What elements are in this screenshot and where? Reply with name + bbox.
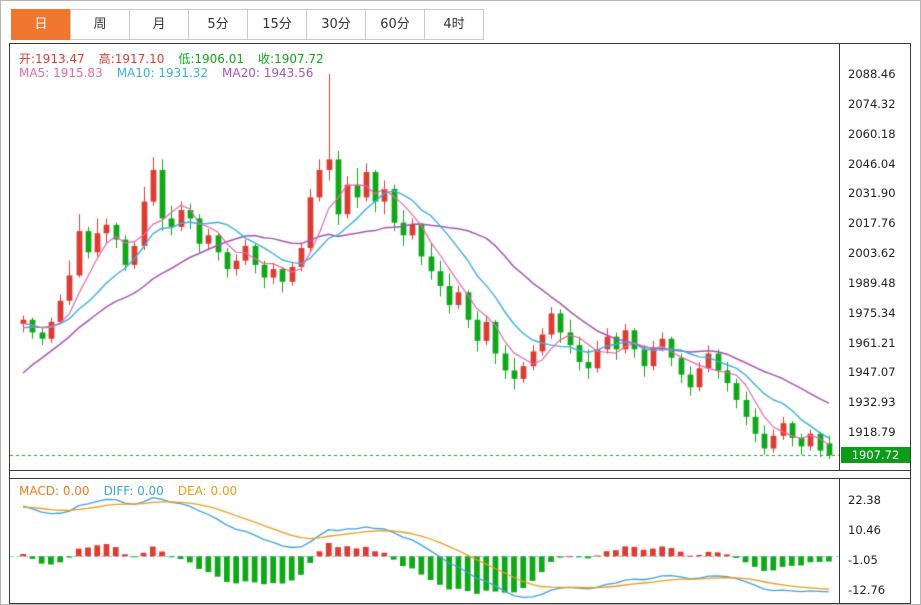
- price-axis-label: 2031.90: [848, 186, 896, 201]
- price-axis: 2088.46 2074.32 2060.18 2046.04 2031.90 …: [840, 44, 911, 471]
- chart-block: 开:1913.47 高:1917.10 低:1906.01 收:1907.72 MA5…: [9, 43, 911, 604]
- timeframe-tabs: 日 周 月 5分 15分 30分 60分 4时: [11, 9, 484, 40]
- macd-label: MACD:: [19, 484, 60, 498]
- open-value: 1913.47: [35, 52, 85, 66]
- diff-value: 0.00: [137, 484, 164, 498]
- price-axis-label: 1961.21: [848, 335, 896, 350]
- tab-month[interactable]: 月: [129, 9, 189, 40]
- ohlc-readout: 开:1913.47 高:1917.10 低:1906.01 收:1907.72: [19, 50, 338, 67]
- price-axis-label: 2088.46: [848, 67, 896, 81]
- macd-axis-label: -12.76: [848, 583, 886, 597]
- price-axis-label: 2046.04: [848, 156, 896, 171]
- macd-canvas[interactable]: [10, 480, 839, 604]
- ma20-value: 1943.56: [263, 66, 314, 80]
- price-axis-label: 2017.76: [848, 216, 896, 231]
- tab-15min[interactable]: 15分: [247, 9, 307, 40]
- macd-axis-label: -1.05: [848, 553, 878, 567]
- ma10-label: MA10:: [116, 66, 155, 80]
- close-value: 1907.72: [274, 52, 324, 66]
- macd-axis: 22.38 10.46 -1.05 -12.76: [840, 478, 911, 604]
- last-price-badge: 1907.72: [841, 447, 910, 464]
- ma-readout: MA5: 1915.83 MA10: 1931.32 MA20: 1943.56: [19, 66, 327, 80]
- macd-area[interactable]: MACD: 0.00 DIFF: 0.00 DEA: 0.00: [10, 478, 840, 604]
- tab-4hour[interactable]: 4时: [424, 9, 484, 40]
- low-value: 1906.01: [194, 52, 245, 66]
- ma10-value: 1931.32: [158, 66, 209, 80]
- macd-value: 0.00: [62, 484, 90, 498]
- ma5-label: MA5:: [19, 66, 50, 80]
- price-axis-label: 1975.34: [848, 305, 896, 320]
- tab-week[interactable]: 周: [70, 9, 130, 40]
- price-axis-label: 2060.18: [848, 126, 896, 141]
- close-label: 收:: [258, 52, 275, 66]
- price-axis-label: 1932.93: [848, 395, 896, 410]
- tab-60min[interactable]: 60分: [365, 9, 425, 40]
- dea-label: DEA:: [177, 484, 207, 498]
- candlestick-canvas[interactable]: [10, 44, 839, 470]
- price-axis-label: 1947.07: [848, 365, 896, 380]
- main-chart-area[interactable]: 开:1913.47 高:1917.10 低:1906.01 收:1907.72 MA5…: [10, 44, 840, 471]
- ma20-label: MA20:: [222, 66, 260, 80]
- open-label: 开:: [19, 52, 36, 66]
- low-label: 低:: [178, 52, 195, 66]
- tab-30min[interactable]: 30分: [306, 9, 366, 40]
- ma5-value: 1915.83: [53, 66, 103, 80]
- high-label: 高:: [98, 52, 115, 66]
- dea-value: 0.00: [210, 484, 238, 498]
- macd-axis-label: 22.38: [848, 493, 881, 507]
- price-axis-label: 2074.32: [848, 96, 896, 111]
- macd-axis-label: 10.46: [848, 523, 881, 537]
- diff-label: DIFF:: [103, 484, 134, 498]
- price-axis-label: 1989.48: [848, 275, 896, 290]
- macd-readout: MACD: 0.00 DIFF: 0.00 DEA: 0.00: [19, 484, 251, 498]
- high-value: 1917.10: [114, 52, 165, 66]
- price-axis-label: 1918.79: [848, 425, 896, 440]
- tab-day[interactable]: 日: [11, 9, 71, 40]
- tab-5min[interactable]: 5分: [188, 9, 248, 40]
- price-axis-label: 2003.62: [848, 246, 896, 261]
